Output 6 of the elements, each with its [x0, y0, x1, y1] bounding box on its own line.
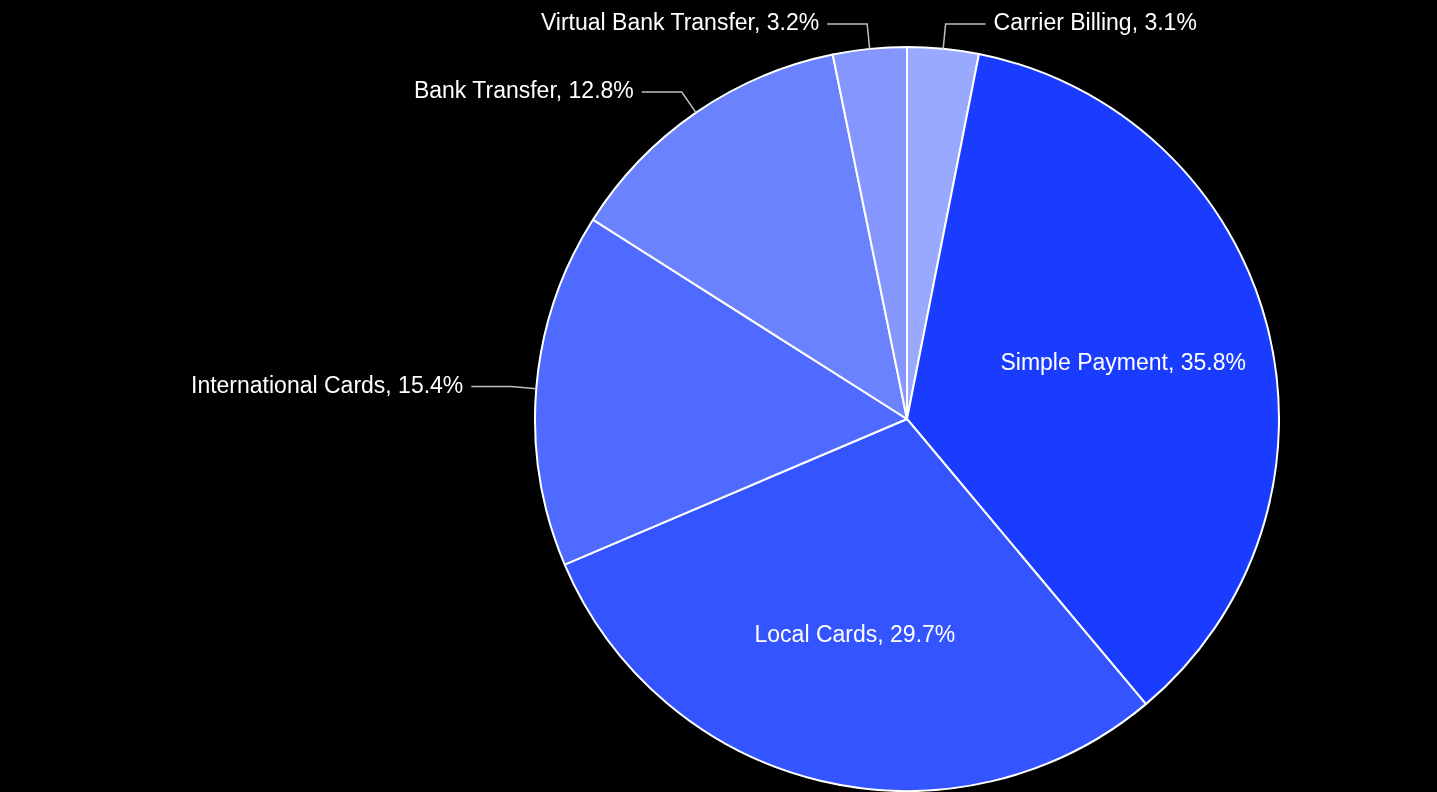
slice-label: Carrier Billing, 3.1%: [993, 9, 1197, 36]
slice-label: Bank Transfer, 12.8%: [413, 77, 634, 104]
slice-label: Local Cards, 29.7%: [754, 621, 956, 648]
slice-label: Virtual Bank Transfer, 3.2%: [540, 9, 820, 36]
slice-label: Simple Payment, 35.8%: [1000, 348, 1246, 375]
slice-label: International Cards, 15.4%: [191, 371, 464, 398]
